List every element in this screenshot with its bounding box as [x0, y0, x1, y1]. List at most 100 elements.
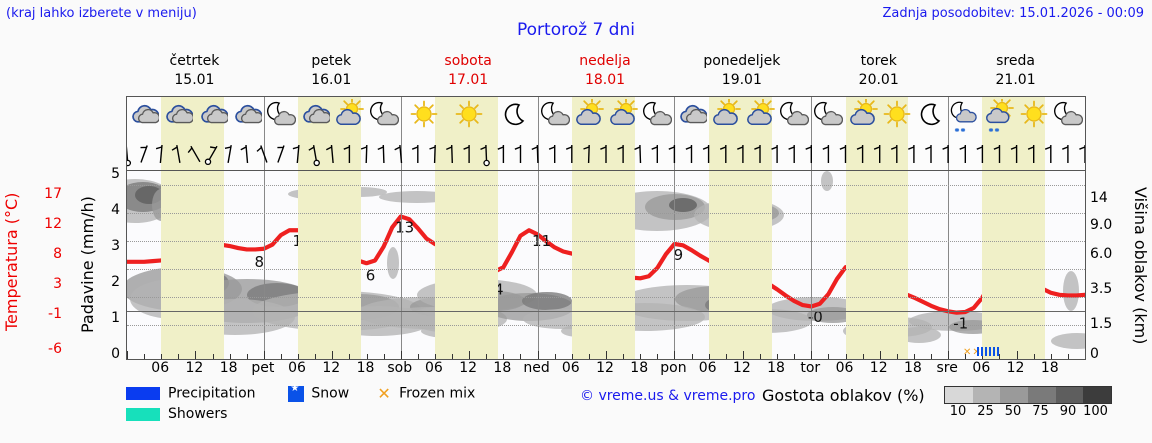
- daylight-band: [161, 138, 225, 170]
- cloudy-icon: [232, 99, 262, 137]
- x-tick: [811, 351, 813, 359]
- daylight-band: [845, 171, 909, 359]
- x-tick: [623, 354, 625, 359]
- cloud-density-colorbar: [944, 386, 1112, 404]
- sun-cloudy-icon: [574, 99, 604, 137]
- daylight-band: [571, 171, 635, 359]
- x-tick: [452, 354, 454, 359]
- x-tick: [554, 354, 556, 359]
- day-date: 17.01: [448, 72, 489, 88]
- weather-icon-row: [126, 96, 1086, 138]
- x-tick: [366, 354, 368, 359]
- x-tick: [845, 354, 847, 359]
- x-tick: [571, 354, 573, 359]
- copyright-link[interactable]: © vreme.us & vreme.pro: [580, 388, 756, 404]
- x-axis-label: pon: [660, 360, 687, 376]
- day-date: 19.01: [721, 72, 762, 88]
- x-tick: [965, 354, 967, 359]
- precipitation-legend: Precipitation Snow ✕ Frozen mix Showers: [126, 383, 556, 442]
- x-tick: [434, 354, 436, 359]
- x-tick: [298, 354, 300, 359]
- day-separator: [263, 171, 265, 359]
- day-date: 21.01: [995, 72, 1036, 88]
- moon-cloudy-icon: [266, 99, 296, 137]
- showers-swatch: [126, 407, 160, 421]
- day-header-sreda: sreda 21.01: [947, 52, 1084, 96]
- moon-cloudy-icon: [540, 99, 570, 137]
- legend-label-precipitation: Precipitation: [168, 385, 256, 402]
- day-name: torek: [860, 53, 897, 69]
- temperature-axis-title: Temperatura (°C): [2, 192, 21, 332]
- x-tick: [948, 351, 950, 359]
- day-separator: [811, 97, 813, 138]
- precipitation-axis-title: Padavine (mm/h): [78, 196, 97, 333]
- svg-text:6: 6: [366, 267, 376, 285]
- x-axis-label: 06: [835, 360, 854, 376]
- precipitation-tick: 2: [111, 274, 120, 290]
- x-tick: [879, 351, 881, 359]
- svg-text:-1: -1: [953, 315, 968, 333]
- chart-plot-area: 1081161341194-06-16 ✕✕: [126, 170, 1086, 360]
- x-tick: [161, 354, 163, 359]
- x-axis-label: sob: [387, 360, 413, 376]
- temperature-tick: -1: [48, 306, 62, 322]
- legend-label-snow: Snow: [311, 385, 350, 402]
- sun-icon: [409, 99, 439, 137]
- x-tick: [691, 354, 693, 359]
- precipitation-tick: 0: [111, 346, 120, 362]
- cloud-density-colorbar-labels: 10 25 50 75 90 100: [936, 404, 1126, 422]
- location-menu-note[interactable]: (kraj lahko izberete v meniju): [6, 6, 197, 21]
- cloud-height-tick: 3.5: [1090, 281, 1113, 297]
- page-title: Portorož 7 dni: [517, 20, 635, 40]
- day-separator: [674, 171, 676, 359]
- daylight-band: [982, 138, 1046, 170]
- x-tick: [913, 354, 915, 359]
- precipitation-tick: 4: [111, 202, 120, 218]
- x-axis-label: 12: [732, 360, 751, 376]
- x-tick: [332, 351, 334, 359]
- wind-barb-row: [126, 138, 1086, 170]
- day-date: 18.01: [584, 72, 626, 88]
- x-axis-label: 18: [630, 360, 649, 376]
- sun-snow-icon: [984, 99, 1015, 137]
- cloud-density-tick: 50: [1004, 404, 1022, 419]
- x-axis-label: sre: [936, 360, 958, 376]
- sun-icon: [1019, 99, 1049, 137]
- daylight-band: [845, 138, 909, 170]
- x-tick: [417, 354, 419, 359]
- x-axis-label: 12: [459, 360, 478, 376]
- x-tick: [212, 354, 214, 359]
- x-tick: [469, 351, 471, 359]
- cloud-height-tick: 9.0: [1090, 217, 1113, 233]
- cloud-density-swatch: [1000, 387, 1029, 403]
- x-axis-label: 12: [185, 360, 204, 376]
- frozen-mix-icon: ✕: [377, 384, 391, 403]
- day-header-sobota: sobota 17.01: [400, 52, 537, 96]
- x-tick: [1016, 351, 1018, 359]
- day-name: sobota: [444, 53, 492, 69]
- cloudy-icon: [129, 99, 160, 137]
- sun-icon: [882, 99, 912, 137]
- svg-text:9: 9: [674, 246, 684, 264]
- day-separator: [948, 97, 950, 138]
- cloud-height-axis-title: Višina oblakov (km): [1131, 186, 1150, 345]
- snow-marker: [977, 347, 999, 356]
- x-tick: [246, 354, 248, 359]
- cloud-height-tick: 6.0: [1090, 246, 1113, 262]
- x-axis-label: 12: [596, 360, 614, 376]
- moon-snow-icon: [950, 99, 980, 137]
- cloud-density-tick: 10: [949, 404, 967, 419]
- moon-cloudy-icon: [369, 99, 399, 137]
- precipitation-tick: 5: [111, 166, 120, 182]
- last-updated: Zadnja posodobitev: 15.01.2026 - 00:09: [882, 6, 1144, 21]
- weather-chart: 1081161341194-06-16 ✕✕: [126, 96, 1086, 360]
- x-tick: [229, 354, 231, 359]
- day-header-četrtek: četrtek 15.01: [126, 52, 263, 96]
- x-tick: [725, 354, 727, 359]
- x-tick: [503, 354, 505, 359]
- day-separator: [400, 97, 402, 138]
- sun-cloudy-icon: [608, 99, 638, 137]
- legend-label-frozen-mix: Frozen mix: [399, 385, 476, 402]
- daylight-band: [708, 171, 772, 359]
- cloud-density-swatch: [1083, 387, 1112, 403]
